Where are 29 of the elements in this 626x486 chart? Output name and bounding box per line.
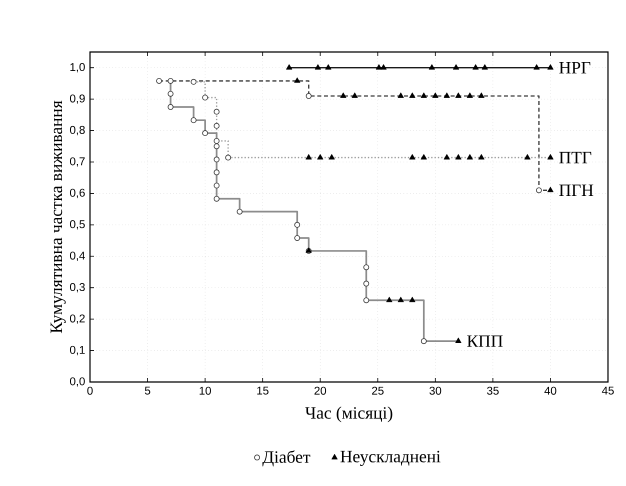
- series-label: КПП: [467, 335, 503, 347]
- series-label: НРГ: [559, 62, 590, 74]
- y-tick-label: 0,4: [70, 252, 85, 261]
- y-tick-label: 0,3: [70, 283, 85, 292]
- y-tick-label: 0,5: [70, 220, 85, 230]
- x-axis-title: Час (місяці): [305, 406, 392, 422]
- x-tick-label: 40: [544, 386, 556, 395]
- y-tick-label: 1,0: [70, 63, 85, 72]
- x-tick-label: 15: [257, 386, 268, 395]
- series-label: ПТГ: [559, 152, 592, 164]
- x-tick-label: 10: [200, 386, 211, 395]
- x-tick-label: 5: [144, 386, 150, 395]
- y-tick-label: 0,9: [70, 94, 85, 104]
- y-tick-label: 0,7: [70, 157, 85, 167]
- series-label: ПГН: [559, 184, 594, 196]
- x-tick-label: 20: [314, 386, 326, 395]
- y-tick-label: 0,1: [70, 346, 85, 356]
- x-tick-label: 0: [87, 386, 93, 395]
- x-tick-label: 25: [372, 386, 384, 395]
- y-tick-label: 0,0: [70, 377, 85, 387]
- legend-label: Діабет: [262, 450, 310, 466]
- y-axis-title: Кумулятивна частка виживання: [50, 100, 66, 334]
- y-tick-label: 0,2: [70, 314, 85, 324]
- x-tick-label: 45: [602, 386, 614, 395]
- x-tick-label: 35: [487, 386, 499, 395]
- y-tick-label: 0,8: [70, 126, 85, 136]
- x-tick-label: 30: [429, 386, 442, 395]
- legend-label: Неускладнені: [340, 450, 440, 466]
- y-tick-label: 0,6: [70, 188, 85, 198]
